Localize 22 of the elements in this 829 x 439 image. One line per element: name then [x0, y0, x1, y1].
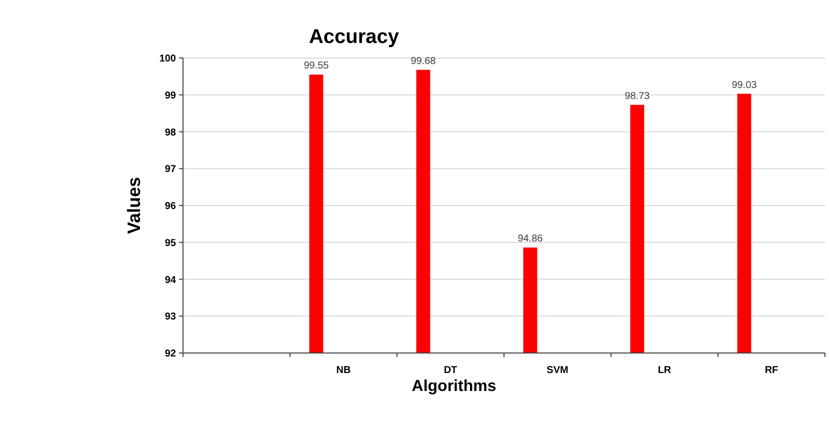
x-tick-label: LR	[658, 365, 672, 376]
x-tick-label: RF	[764, 365, 778, 376]
y-axis-title: Values	[124, 176, 144, 234]
y-tick-label: 92	[164, 348, 176, 360]
y-tick-label: 97	[164, 164, 176, 176]
y-tick-label: 95	[164, 238, 176, 249]
data-label: 98.73	[624, 90, 650, 102]
x-tick-label: DT	[444, 365, 458, 376]
data-label: 94.86	[518, 234, 544, 245]
x-tick-label: NB	[336, 365, 351, 376]
x-axis-title: Algorithms	[412, 378, 496, 395]
y-tick-label: 93	[164, 312, 176, 323]
data-label: 99.03	[732, 80, 758, 91]
data-label: 99.55	[304, 60, 330, 72]
chart-title: Accuracy	[308, 26, 400, 48]
y-tick-label: 98	[164, 127, 176, 138]
y-tick-label: 94	[164, 274, 176, 286]
x-tick-label: SVM	[546, 365, 568, 376]
y-tick-label: 96	[164, 201, 176, 212]
y-tick-label: 99	[164, 90, 176, 102]
y-tick-label: 100	[159, 54, 176, 64]
data-label: 99.68	[410, 56, 436, 67]
